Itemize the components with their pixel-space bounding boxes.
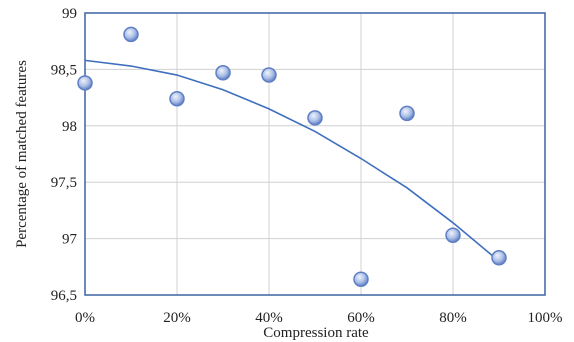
data-point	[261, 67, 277, 83]
y-tick-label: 97,5	[51, 175, 77, 191]
data-point	[169, 90, 185, 107]
x-tick-label: 20%	[163, 310, 191, 326]
data-point	[399, 105, 415, 122]
y-tick-label: 96,5	[51, 288, 77, 304]
data-point	[353, 271, 369, 287]
trendline	[84, 59, 500, 262]
x-tick-label: 100%	[528, 310, 563, 326]
data-point	[215, 65, 231, 81]
marker-layer	[77, 26, 507, 287]
data-point	[77, 75, 93, 91]
y-tick-labels: 96,5 97 97,5 98 98,5 99	[51, 6, 78, 304]
x-tick-label: 80%	[439, 310, 467, 326]
y-tick-label: 98	[62, 119, 77, 135]
data-point	[491, 250, 507, 266]
data-point	[307, 110, 323, 126]
x-tick-label: 40%	[255, 310, 283, 326]
y-tick-label: 97	[62, 232, 78, 248]
y-tick-label: 98,5	[51, 62, 77, 78]
plot-frame	[84, 12, 546, 296]
y-tick-label: 99	[62, 6, 77, 22]
data-point	[123, 26, 139, 43]
x-axis-title: Compression rate	[263, 325, 369, 341]
x-tick-label: 0%	[75, 310, 95, 326]
data-point	[445, 227, 461, 243]
y-axis-title: Percentage of matched features	[14, 60, 30, 248]
grid-layer	[85, 13, 545, 295]
x-tick-label: 60%	[347, 310, 375, 326]
x-tick-labels: 0% 20% 40% 60% 80% 100%	[75, 310, 563, 326]
